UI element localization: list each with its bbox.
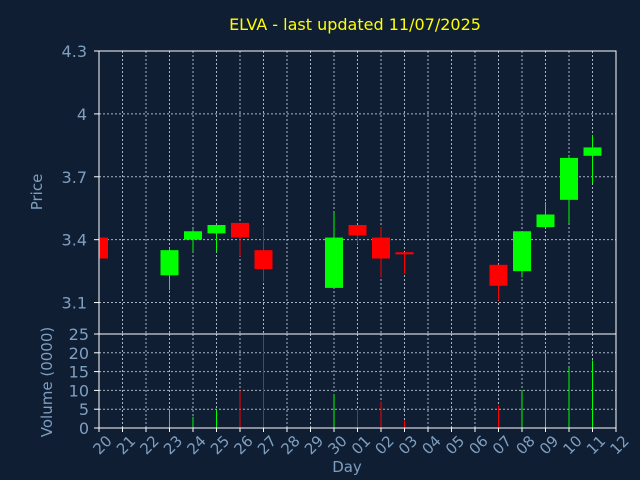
volume-tick-label: 0 bbox=[79, 419, 89, 438]
chart-title: ELVA - last updated 11/07/2025 bbox=[229, 15, 481, 34]
volume-bars-group bbox=[169, 334, 593, 428]
price-tick-label: 4.3 bbox=[62, 42, 87, 61]
grid-lines bbox=[99, 51, 616, 428]
candles-group bbox=[98, 134, 602, 301]
candle-body-10 bbox=[560, 157, 578, 200]
candle-body-02 bbox=[372, 237, 390, 259]
volume-tick-label: 10 bbox=[69, 381, 89, 400]
volume-tick-label: 25 bbox=[69, 325, 89, 344]
price-tick-label: 3.1 bbox=[62, 294, 87, 313]
candle-body-24 bbox=[184, 231, 202, 240]
candle-body-20 bbox=[99, 237, 108, 259]
volume-tick-label: 15 bbox=[69, 363, 89, 382]
candle-body-08 bbox=[513, 231, 531, 272]
price-tick-label: 4 bbox=[77, 105, 87, 124]
candle-body-01 bbox=[348, 224, 367, 236]
candle-body-23 bbox=[160, 250, 179, 276]
candle-body-11 bbox=[583, 147, 602, 156]
x-axis-label: Day bbox=[332, 458, 362, 476]
volume-tick-label: 20 bbox=[69, 344, 89, 363]
candle-body-27 bbox=[254, 250, 273, 270]
candle-body-26 bbox=[231, 222, 249, 238]
volume-tick-label: 5 bbox=[79, 400, 89, 419]
candle-body-25 bbox=[207, 224, 226, 234]
volume-axis-label: Volume (0000) bbox=[38, 327, 56, 437]
candle-body-03 bbox=[395, 252, 414, 255]
candle-body-07 bbox=[489, 264, 508, 286]
candle-body-30 bbox=[325, 237, 343, 288]
candle-body-09 bbox=[536, 214, 555, 228]
price-axis-label: Price bbox=[28, 174, 46, 211]
price-tick-label: 3.7 bbox=[62, 168, 87, 187]
price-tick-label: 3.4 bbox=[62, 231, 87, 250]
